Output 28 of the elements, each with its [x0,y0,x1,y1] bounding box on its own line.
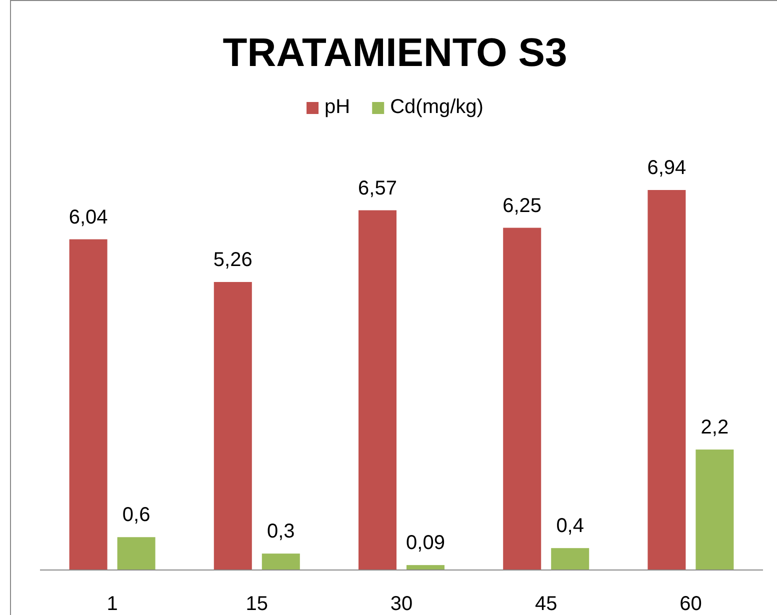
bar [262,554,300,570]
data-label: 6,94 [647,157,686,179]
data-label: 0,3 [266,520,295,543]
data-label: 2,2 [700,416,729,439]
data-label: 6,04 [68,206,108,228]
bar [69,239,108,570]
legend-label: Cd(mg/kg) [390,96,484,118]
bar [648,190,686,570]
data-label: 6,25 [502,194,542,217]
bar [406,565,444,570]
data-label: 6,57 [358,177,397,200]
x-tick-label: 45 [534,593,558,615]
bar [696,450,734,570]
bar [503,228,542,570]
data-label: 0,4 [556,515,584,538]
data-label: 5,26 [213,248,252,271]
legend-label: pH [324,96,350,118]
data-label: 0,6 [122,504,150,526]
x-tick-label: 15 [246,593,268,615]
x-tick-label: 1 [106,593,118,615]
bar [358,210,396,570]
bar [214,282,252,570]
data-label: 0,09 [406,532,445,554]
x-tick-label: 60 [680,593,702,615]
x-tick-label: 30 [390,593,413,615]
chart-title: TRATAMIENTO S3 [222,31,568,75]
bar [117,537,156,570]
bar [551,548,590,570]
